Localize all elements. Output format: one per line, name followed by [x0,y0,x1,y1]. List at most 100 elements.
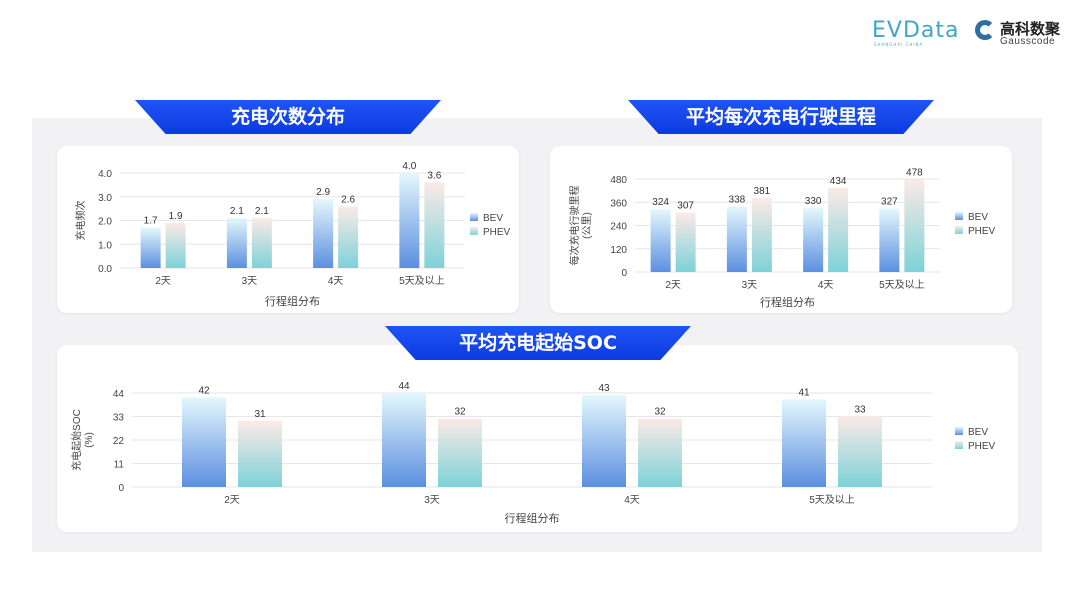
y-axis-unit: (公里) [581,212,593,239]
y-tick-label: 33 [113,413,125,424]
x-tick-label: 5天及以上 [809,494,855,506]
x-tick-label: 3天 [242,276,258,287]
bar-bev [726,206,747,272]
bar-phev [751,198,772,272]
data-label: 327 [881,197,898,208]
data-label: 2.1 [230,206,244,217]
y-tick-label: 0 [621,268,627,279]
bar-phev [338,206,359,268]
data-label: 4.0 [402,161,416,172]
data-label: 1.9 [169,211,183,222]
x-tick-label: 4天 [624,495,640,506]
legend-label-bev: BEV [483,213,503,224]
data-label: 32 [654,407,666,418]
bar-phev [238,420,282,487]
legend-label-phev: PHEV [483,227,511,238]
y-tick-label: 22 [113,436,125,447]
y-tick-label: 44 [113,389,125,400]
bar-bev [803,208,824,272]
data-label: 42 [198,385,210,396]
data-label: 3.6 [427,171,441,182]
bar-phev [165,222,186,268]
legend-label-phev: PHEV [968,226,996,237]
legend-swatch-bev [955,212,963,220]
data-label: 2.9 [316,187,330,198]
legend-label-phev: PHEV [968,441,996,452]
bar-phev [251,218,272,268]
data-label: 1.7 [144,216,158,227]
legend-swatch-phev [470,227,478,235]
data-label: 2.6 [341,194,355,205]
x-tick-label: 3天 [742,280,758,291]
data-label: 324 [652,197,669,208]
bar-bev [650,209,671,272]
evdata-logo: EVData SHANGHAI CHINA [872,18,960,47]
legend-swatch-phev [955,226,963,234]
data-label: 330 [805,196,822,207]
x-tick-label: 3天 [424,495,440,506]
data-label: 31 [254,409,266,420]
y-axis-label: 每次充电行驶里程 [568,186,581,266]
bar-phev [438,418,482,487]
bar-bev [382,393,426,487]
y-tick-label: 0.0 [98,264,112,275]
data-label: 338 [729,195,746,206]
bar-bev [182,397,226,487]
x-tick-label: 2天 [665,280,681,291]
data-label: 32 [454,407,466,418]
x-axis-label: 行程组分布 [505,511,560,525]
bar-bev [782,399,826,487]
bar-phev [838,416,882,487]
bar-phev [828,187,849,272]
x-tick-label: 2天 [224,495,240,506]
x-tick-label: 5天及以上 [879,279,925,291]
data-label: 381 [754,186,771,197]
y-tick-label: 120 [610,245,627,256]
y-tick-label: 240 [610,222,627,233]
data-label: 478 [906,167,923,178]
bar-bev [399,173,420,268]
chart-title-mileage: 平均每次充电行驶里程 [628,100,934,134]
x-axis-label: 行程组分布 [265,294,320,308]
chart-card-mileage [550,146,1012,313]
bar-phev [675,212,696,272]
chart-title-soc: 平均充电起始SOC [385,326,691,360]
data-label: 43 [598,383,610,394]
y-tick-label: 2.0 [98,217,112,228]
x-axis-label: 行程组分布 [760,295,815,309]
legend-label-bev: BEV [968,427,988,438]
y-tick-label: 11 [114,460,125,471]
y-tick-label: 1.0 [98,240,112,251]
bar-phev [638,418,682,487]
gausscode-mark-icon [975,20,995,40]
bar-bev [582,395,626,487]
y-axis-unit: (%) [84,432,95,448]
data-label: 434 [830,176,847,187]
y-tick-label: 4.0 [98,169,112,180]
y-axis-label: 充电频次 [74,201,87,241]
bar-phev [424,182,445,268]
y-tick-label: 360 [610,198,627,209]
bar-bev [140,227,161,268]
legend-swatch-bev [470,213,478,221]
bar-bev [226,218,247,268]
y-tick-label: 0 [118,483,124,494]
data-label: 307 [677,201,694,212]
legend-label-bev: BEV [968,212,988,223]
x-tick-label: 4天 [328,276,344,287]
y-axis-label: 充电起始SOC [70,409,83,471]
bar-bev [313,199,334,268]
y-tick-label: 480 [610,175,627,186]
data-label: 41 [798,387,810,398]
chart-title-charge-frequency: 充电次数分布 [135,100,441,134]
y-tick-label: 3.0 [98,193,112,204]
legend-swatch-bev [955,427,963,435]
legend-swatch-phev [955,441,963,449]
data-label: 33 [854,405,866,416]
data-label: 2.1 [255,206,269,217]
bar-bev [879,208,900,272]
data-label: 44 [398,381,410,392]
x-tick-label: 5天及以上 [399,275,445,287]
bar-phev [904,179,925,272]
